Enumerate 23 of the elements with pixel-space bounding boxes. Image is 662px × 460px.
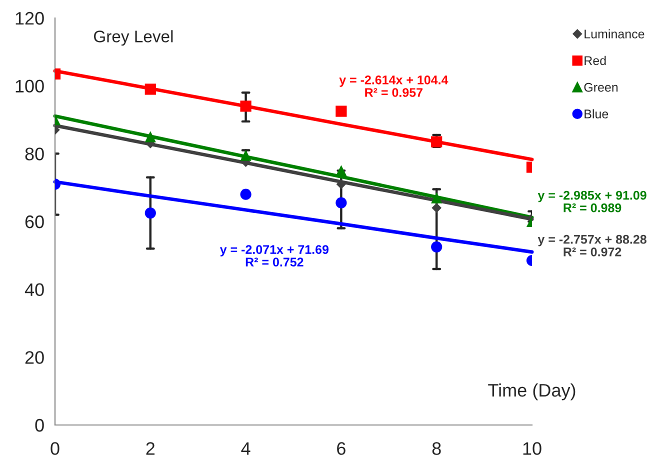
y-tick-label: 60	[25, 215, 44, 228]
text: Grey Level	[94, 30, 173, 46]
x-tick-label: 0	[50, 442, 60, 455]
x-tick-label: 6	[337, 442, 346, 455]
text: y = -2.985x + 91.09 R² = 0.989	[538, 190, 646, 212]
x-tick-label: 2	[146, 442, 155, 455]
y-tick-label: 120	[16, 12, 44, 25]
y-tick-label: 80	[25, 148, 44, 160]
annotation: y = -2.071x + 71.69 R² = 0.752	[220, 245, 329, 267]
legend-label: Green	[584, 82, 618, 92]
x-tick-label: 10	[523, 442, 542, 455]
x-axis-title: Time (Day)	[488, 383, 576, 400]
annotation: y = -2.614x + 104.4 R² = 0.957	[339, 76, 448, 97]
legend-label: Red	[584, 56, 606, 66]
text: y = -2.757x + 88.28 R² = 0.972	[538, 234, 646, 256]
y-tick-label: 40	[24, 283, 44, 296]
legend-label: Blue	[584, 109, 608, 118]
y-tick-label: 20	[25, 351, 44, 364]
y-tick-label: 100	[16, 80, 44, 93]
x-tick-label: 8	[432, 442, 441, 455]
x-tick-label: 4	[241, 442, 250, 455]
legend-label: Luminance	[584, 29, 644, 38]
y-tick-label: 0	[35, 418, 44, 432]
